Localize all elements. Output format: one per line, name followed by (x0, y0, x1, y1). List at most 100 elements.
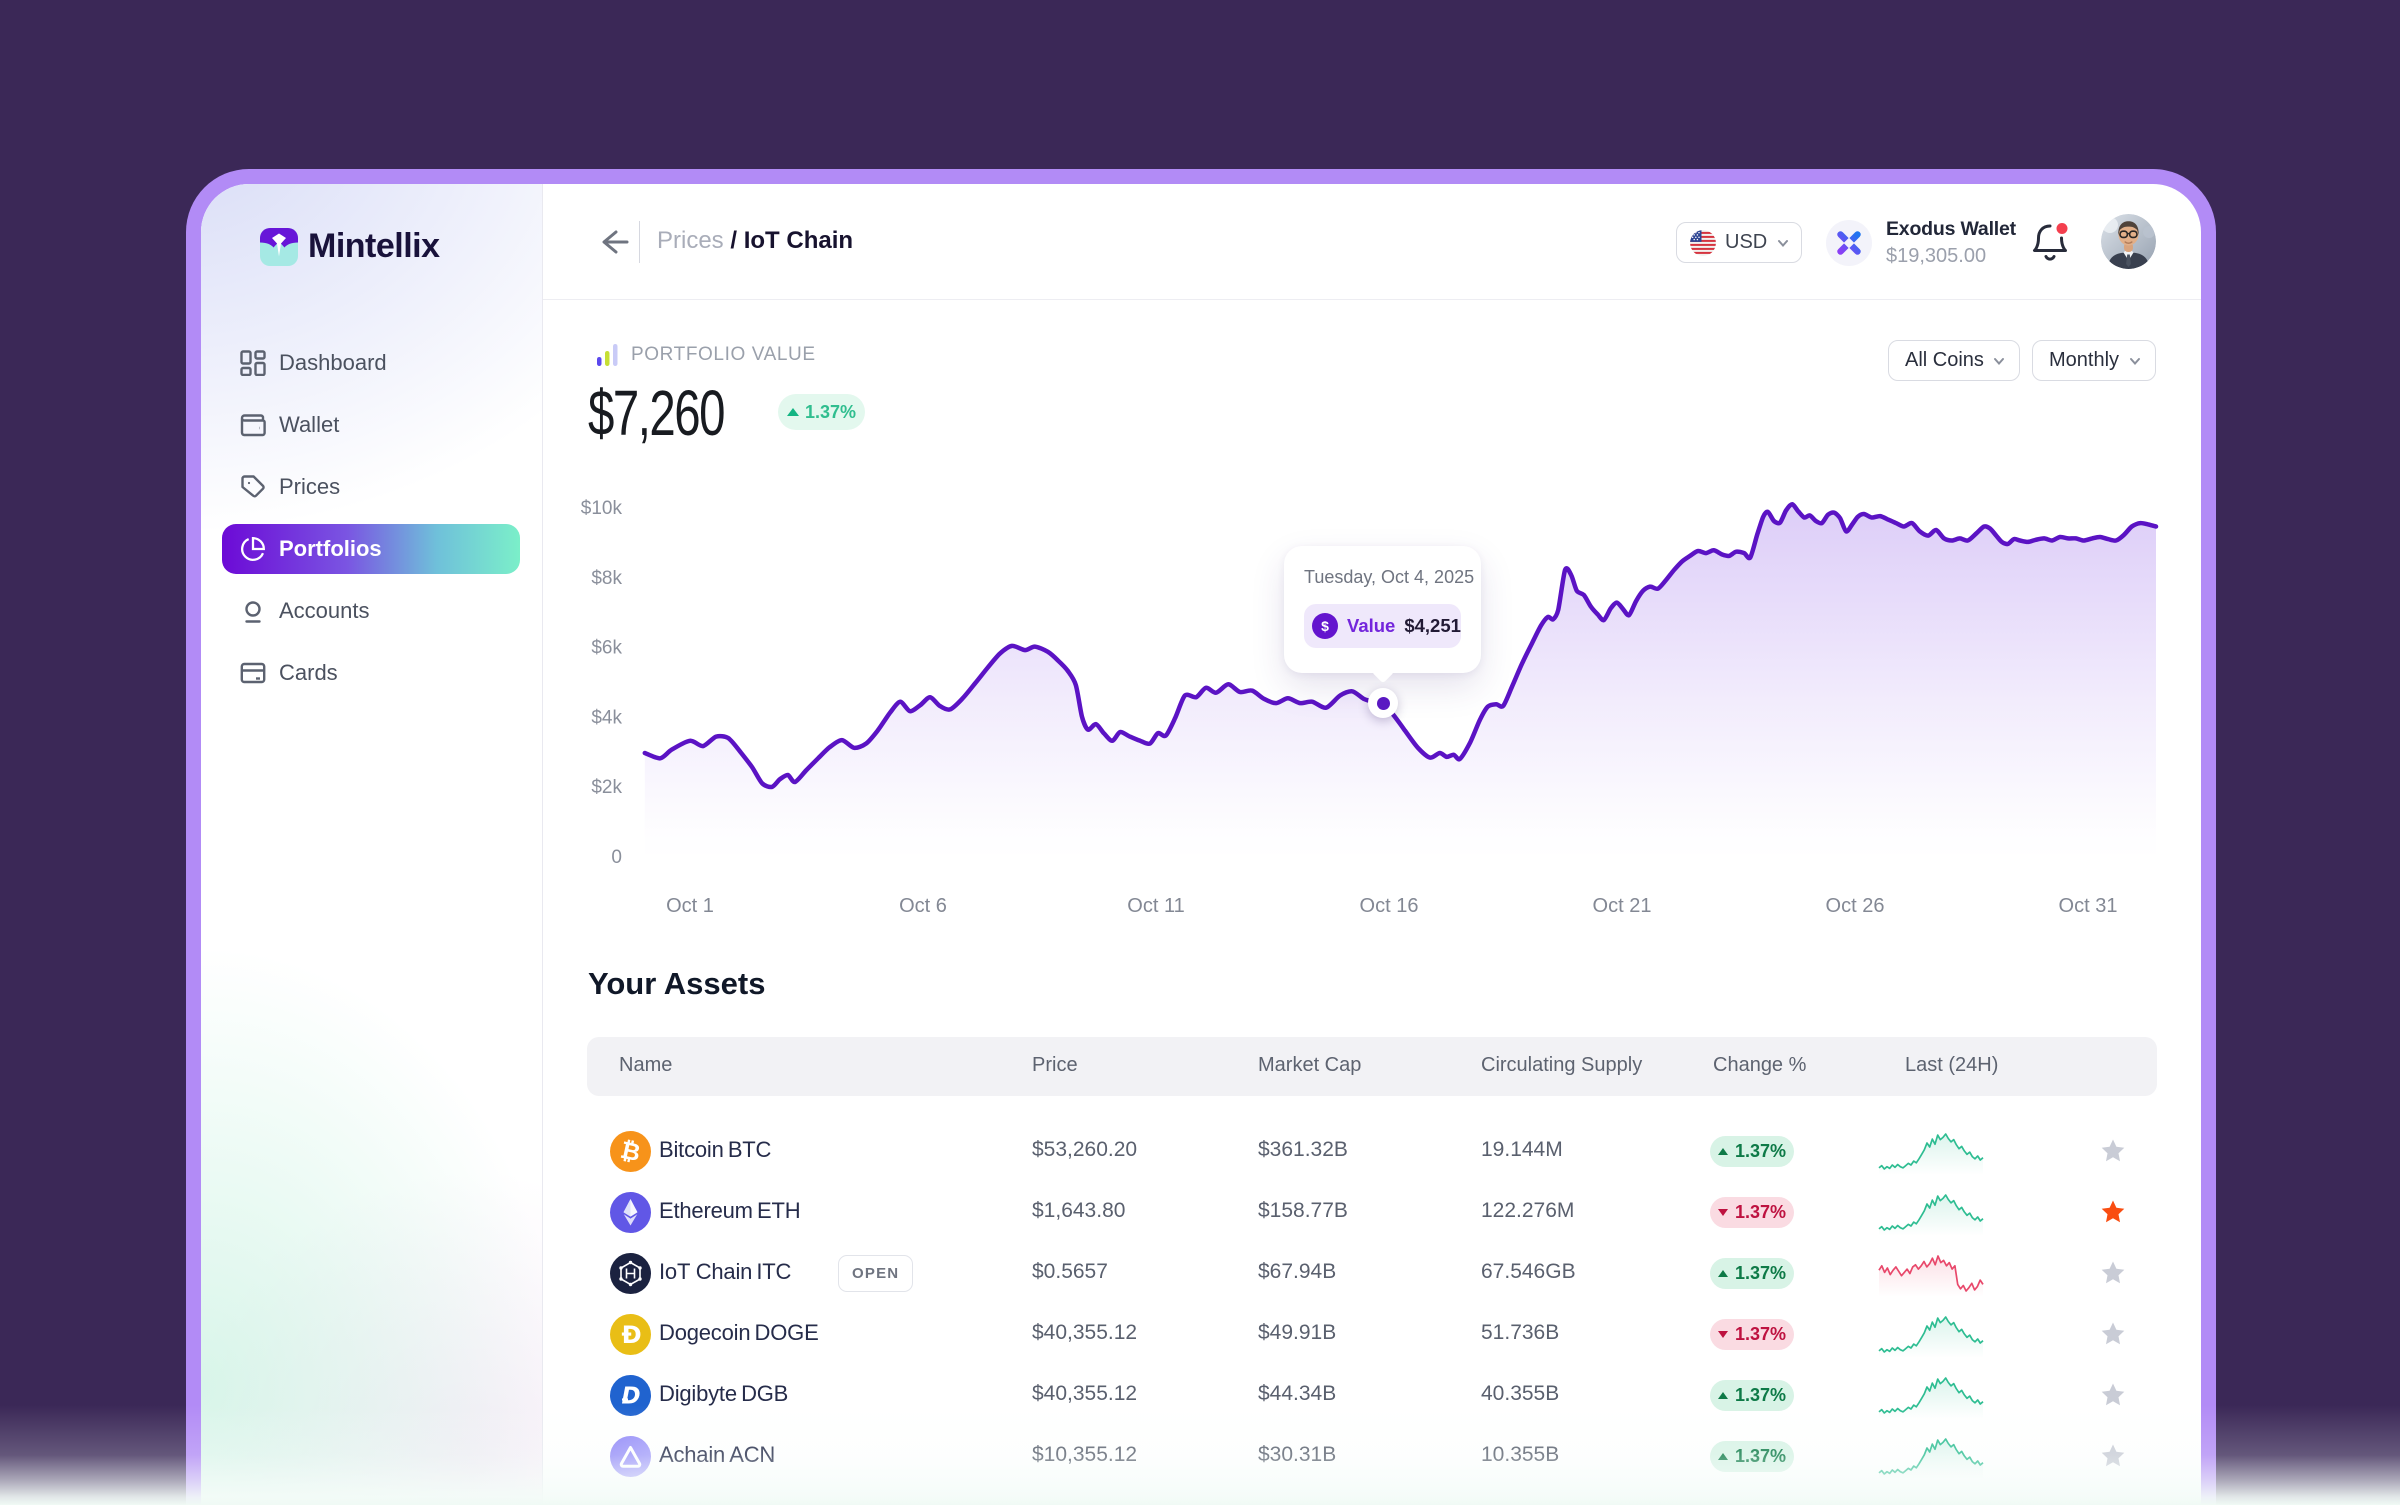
asset-row-doge[interactable]: Đ Dogecoin DOGE $40,355.12 $49.91B 51.736B 1.… (587, 1304, 2157, 1365)
period-filter-value: Monthly (2049, 349, 2120, 371)
asset-row-btc[interactable]: ₿ Bitcoin BTC $53,260.20 $361.32B 19.144M 1.3… (587, 1121, 2157, 1182)
asset-row-dgb[interactable]: D Digibyte DGB $40,355.12 $44.34B 40.355B 1.3… (587, 1365, 2157, 1426)
sparkline-chart (1877, 1250, 1985, 1297)
assets-table-header: Name Price Market Cap Circulating Supply Cha… (587, 1037, 2157, 1096)
change-value: 1.37% (1734, 1446, 1787, 1466)
asset-supply: 19.144M (1481, 1138, 1563, 1161)
asset-price: $40,355.12 (1032, 1382, 1138, 1405)
asset-row-eth[interactable]: Ethereum ETH $1,643.80 $158.77B 122.276M 1.3… (587, 1182, 2157, 1243)
asset-price: $0.5657 (1032, 1260, 1108, 1283)
breadcrumb-section[interactable]: Prices (657, 227, 724, 254)
notification-bell-icon[interactable] (2029, 220, 2071, 264)
asset-row-itc[interactable]: IoT Chain ITC OPEN $0.5657 $67.94B 67.546GB 1… (587, 1243, 2157, 1304)
triangle-down-icon (1717, 1331, 1728, 1338)
sidebar-item-wallet[interactable]: Wallet (222, 400, 520, 450)
asset-market-cap: $49.91B (1258, 1321, 1337, 1344)
open-badge[interactable]: OPEN (838, 1255, 914, 1292)
chevron-down-icon (1778, 239, 1789, 247)
back-button[interactable] (591, 222, 631, 262)
bar-chart-icon (597, 344, 618, 366)
favorite-star-icon[interactable] (2099, 1442, 2127, 1470)
asset-market-cap: $44.34B (1258, 1382, 1337, 1405)
chart-tooltip: Tuesday, Oct 4, 2025 $ Value $4,251 (1284, 546, 1481, 673)
change-value: 1.37% (1734, 1385, 1787, 1405)
y-axis-label: $4k (591, 707, 622, 728)
user-avatar[interactable] (2101, 214, 2156, 269)
change-value: 1.37% (1734, 1324, 1787, 1344)
wallet-chip[interactable]: Exodus Wallet $19,305.00 (1826, 218, 2016, 268)
brand: Mintellix (260, 227, 440, 266)
sidebar-item-accounts[interactable]: Accounts (222, 586, 520, 636)
sidebar-item-dashboard[interactable]: Dashboard (222, 338, 520, 388)
column-header-price: Price (1032, 1054, 1078, 1076)
y-axis-label: $8k (591, 568, 622, 589)
chart-marker-point[interactable] (1368, 688, 1398, 718)
column-header-circulating-supply: Circulating Supply (1481, 1054, 1643, 1076)
portfolio-change-badge: 1.37% (778, 394, 866, 430)
favorite-star-icon[interactable] (2099, 1198, 2127, 1226)
asset-supply: 40.355B (1481, 1382, 1560, 1405)
asset-row-acn[interactable]: Achain ACN $10,355.12 $30.31B 10.355B 1.37% (587, 1426, 2157, 1487)
asset-price: $40,355.12 (1032, 1321, 1138, 1344)
change-pill: 1.37% (1710, 1441, 1794, 1472)
accounts-icon (240, 598, 266, 624)
prices-icon (240, 474, 266, 500)
sparkline-chart (1877, 1433, 1985, 1480)
favorite-star-icon[interactable] (2099, 1259, 2127, 1287)
asset-market-cap: $30.31B (1258, 1443, 1337, 1466)
favorite-star-icon[interactable] (2099, 1137, 2127, 1165)
btc-coin-icon: ₿ (610, 1131, 651, 1172)
topbar: Prices / IoT Chain (543, 184, 2201, 300)
sidebar-item-prices[interactable]: Prices (222, 462, 520, 512)
sparkline-chart (1877, 1311, 1985, 1358)
favorite-star-icon[interactable] (2099, 1320, 2127, 1348)
breadcrumb-current: IoT Chain (743, 227, 854, 254)
sparkline-chart (1877, 1189, 1985, 1236)
asset-market-cap: $67.94B (1258, 1260, 1337, 1283)
wallet-name: Exodus Wallet (1886, 218, 2016, 240)
breadcrumb-separator: / (730, 227, 738, 254)
change-pill: 1.37% (1710, 1380, 1794, 1411)
period-filter-select[interactable]: Monthly (2032, 340, 2156, 381)
tooltip-value: $4,251 (1404, 615, 1461, 636)
svg-text:Đ: Đ (621, 1321, 641, 1349)
dollar-coin-icon: $ (1312, 613, 1338, 639)
sidebar-item-label: Dashboard (279, 350, 387, 375)
main-panel: Prices / IoT Chain (543, 184, 2201, 1505)
sidebar-item-portfolios[interactable]: Portfolios (222, 524, 520, 574)
triangle-down-icon (1717, 1209, 1728, 1216)
change-value: 1.37% (1734, 1141, 1787, 1161)
sidebar-item-cards[interactable]: Cards (222, 648, 520, 698)
chart-line (642, 501, 2159, 790)
app-window: Mintellix Dashboard Wallet Prices Portfolio… (201, 184, 2201, 1505)
topbar-divider (639, 221, 640, 263)
asset-supply: 67.546GB (1481, 1260, 1576, 1283)
coins-filter-select[interactable]: All Coins (1888, 340, 2020, 381)
coins-filter-value: All Coins (1905, 349, 1984, 371)
chevron-down-icon (1994, 357, 2004, 365)
cards-icon (240, 660, 266, 686)
change-pill: 1.37% (1710, 1319, 1794, 1350)
us-flag-icon (1690, 229, 1716, 256)
sidebar-item-label: Accounts (279, 598, 370, 623)
sidebar-item-label: Cards (279, 660, 338, 685)
notification-dot (2056, 223, 2068, 234)
change-pill: 1.37% (1710, 1197, 1794, 1228)
sparkline-chart (1877, 1128, 1985, 1175)
triangle-up-icon (1717, 1148, 1728, 1155)
sidebar: Mintellix Dashboard Wallet Prices Portfolio… (201, 184, 543, 1505)
assets-section-title: Your Assets (588, 966, 766, 1001)
column-header-market-cap: Market Cap (1258, 1054, 1362, 1076)
y-axis-label: $10k (581, 498, 623, 519)
itc-coin-icon (610, 1253, 651, 1294)
svg-text:D: D (621, 1384, 640, 1410)
column-header-name: Name (619, 1054, 673, 1076)
y-axis-label: $6k (591, 638, 622, 659)
currency-select[interactable]: USD (1676, 222, 1802, 263)
exodus-wallet-icon (1826, 220, 1872, 266)
portfolio-value: $7,260 (588, 377, 725, 449)
favorite-star-icon[interactable] (2099, 1381, 2127, 1409)
asset-market-cap: $361.32B (1258, 1138, 1348, 1161)
x-axis-label: Oct 31 (2059, 895, 2118, 917)
portfolio-chart[interactable]: $10k $8k $6k $4k $2k 0 Oct 1 Oct 6 Oct 11 Oct 16 O… (560, 480, 2200, 940)
